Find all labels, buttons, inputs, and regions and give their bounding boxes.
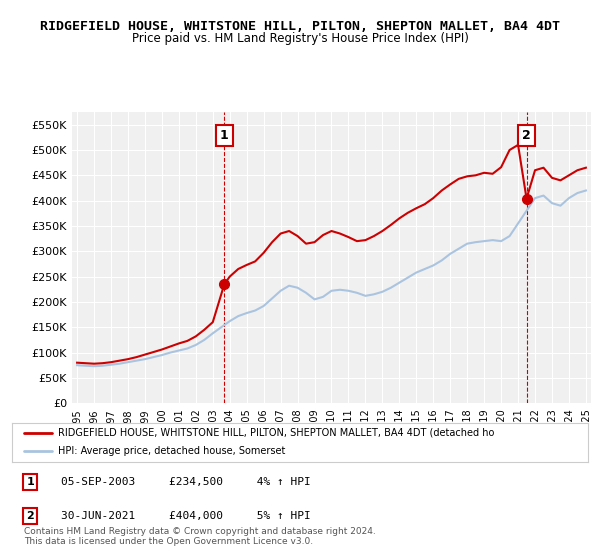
Text: RIDGEFIELD HOUSE, WHITSTONE HILL, PILTON, SHEPTON MALLET, BA4 4DT: RIDGEFIELD HOUSE, WHITSTONE HILL, PILTON… [40,20,560,32]
Text: 1: 1 [220,129,229,142]
Text: 30-JUN-2021     £404,000     5% ↑ HPI: 30-JUN-2021 £404,000 5% ↑ HPI [61,511,311,521]
Text: RIDGEFIELD HOUSE, WHITSTONE HILL, PILTON, SHEPTON MALLET, BA4 4DT (detached ho: RIDGEFIELD HOUSE, WHITSTONE HILL, PILTON… [58,428,494,437]
Text: 2: 2 [522,129,531,142]
Text: Price paid vs. HM Land Registry's House Price Index (HPI): Price paid vs. HM Land Registry's House … [131,32,469,45]
Text: 05-SEP-2003     £234,500     4% ↑ HPI: 05-SEP-2003 £234,500 4% ↑ HPI [61,477,311,487]
Text: 2: 2 [26,511,34,521]
Text: 1: 1 [26,477,34,487]
Text: HPI: Average price, detached house, Somerset: HPI: Average price, detached house, Some… [58,446,286,456]
Text: Contains HM Land Registry data © Crown copyright and database right 2024.
This d: Contains HM Land Registry data © Crown c… [24,526,376,546]
